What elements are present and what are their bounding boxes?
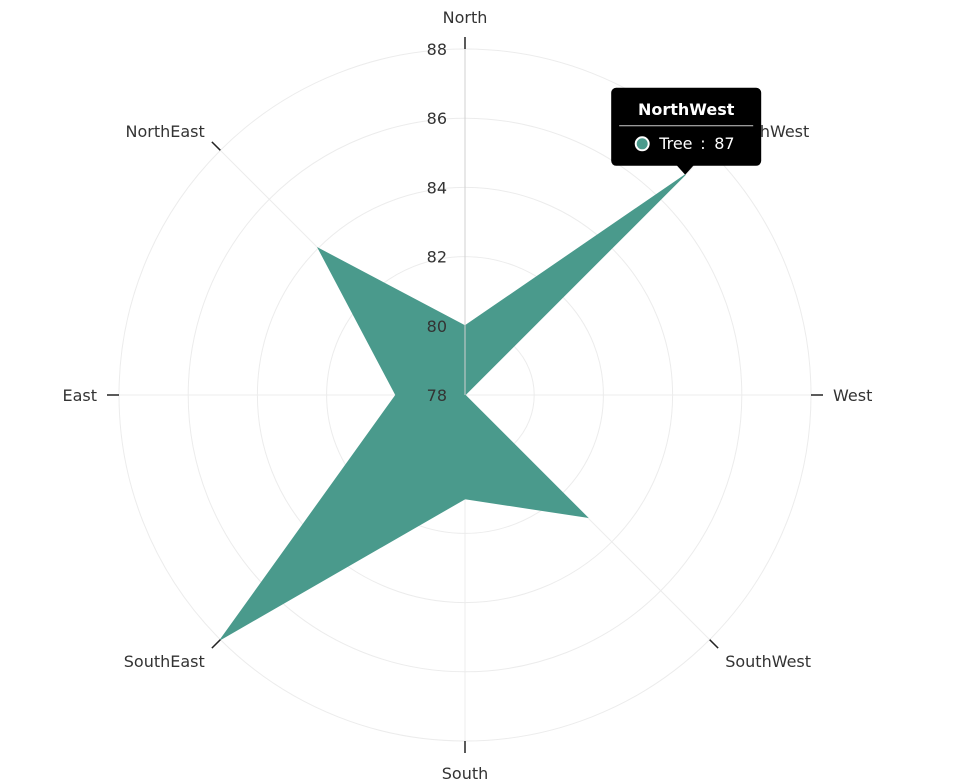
tooltip-value: 87 (714, 134, 734, 153)
tooltip-title: NorthWest (638, 100, 735, 119)
category-tick-southwest (710, 640, 718, 648)
tooltip-pointer (676, 165, 694, 175)
series-layer (220, 175, 685, 640)
category-label-north: North (443, 8, 488, 27)
category-tick-northeast (212, 142, 220, 150)
tick-label-88: 88 (427, 40, 447, 59)
tooltip: NorthWest Tree : 87 (611, 88, 761, 175)
category-label-northeast: NorthEast (126, 122, 205, 141)
tooltip-series-marker (636, 137, 649, 150)
category-label-east: East (62, 386, 97, 405)
tick-label-78: 78 (427, 386, 447, 405)
category-label-southeast: SouthEast (124, 652, 205, 671)
series-area-tree[interactable] (220, 175, 685, 640)
category-label-southwest: SouthWest (725, 652, 811, 671)
tick-label-84: 84 (427, 178, 447, 197)
category-tick-southeast (212, 640, 220, 648)
tick-label-86: 86 (427, 109, 447, 128)
tooltip-series-name: Tree (658, 134, 692, 153)
category-label-south: South (442, 764, 489, 781)
tick-label-82: 82 (427, 248, 447, 267)
category-label-west: West (833, 386, 872, 405)
tooltip-separator: : (700, 134, 705, 153)
tick-label-80: 80 (427, 317, 447, 336)
